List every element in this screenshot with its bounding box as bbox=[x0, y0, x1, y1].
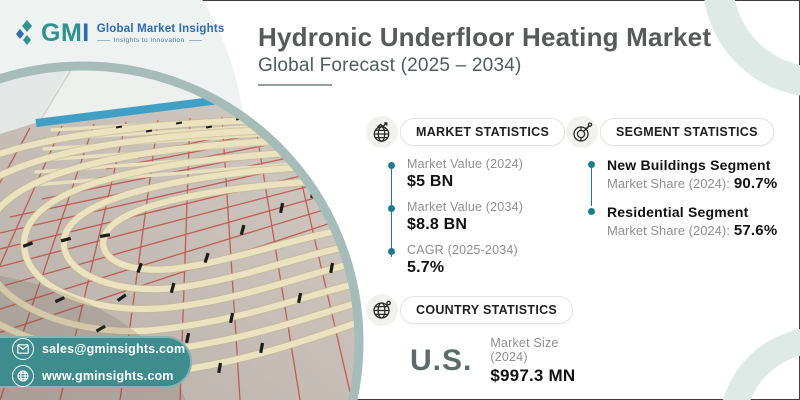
list-item: Market Value (2024) $5 BN bbox=[388, 157, 556, 191]
gmi-logo-letters: GMI bbox=[41, 18, 90, 47]
list-item: Market Value (2034) $8.8 BN bbox=[388, 200, 556, 234]
list-item: New Buildings Segment Market Share (2024… bbox=[588, 157, 798, 192]
country-statistics-icon bbox=[373, 300, 391, 319]
list-item: CAGR (2025-2034) 5.7% bbox=[388, 243, 556, 277]
segment-statistics-list: New Buildings Segment Market Share (2024… bbox=[588, 157, 798, 239]
heating-pipes-loops bbox=[0, 114, 357, 380]
logo-company-name: Global Market Insights bbox=[96, 22, 225, 35]
email-icon bbox=[17, 343, 29, 354]
gmi-logo-mark-icon bbox=[16, 20, 32, 45]
country-statistics-panel: COUNTRY STATISTICS U.S. Market Size (202… bbox=[366, 294, 586, 386]
deco-ring-bottom-right bbox=[722, 329, 800, 400]
deco-ring-top-right bbox=[704, 0, 800, 96]
contact-email[interactable]: sales@gminsights.com bbox=[12, 337, 190, 360]
market-statistics-panel: MARKET STATISTICS Market Value (2024) $5… bbox=[366, 116, 566, 286]
country-name: U.S. bbox=[410, 344, 473, 377]
market-statistics-icon bbox=[373, 122, 390, 142]
page-subtitle: Global Forecast (2025 – 2034) bbox=[258, 55, 522, 77]
segment-statistics-heading: SEGMENT STATISTICS bbox=[600, 118, 774, 146]
country-statistics-heading: COUNTRY STATISTICS bbox=[400, 296, 574, 324]
market-statistics-list: Market Value (2024) $5 BN Market Value (… bbox=[388, 157, 556, 277]
list-item: Residential Segment Market Share (2024):… bbox=[588, 204, 798, 239]
country-stat-label: Market Size (2024) bbox=[490, 336, 559, 364]
page-title: Hydronic Underfloor Heating Market bbox=[258, 22, 712, 52]
segment-statistics-panel: SEGMENT STATISTICS New Buildings Segment… bbox=[566, 116, 798, 251]
logo-tagline: Insights to Innovation bbox=[113, 36, 185, 44]
photo-circle-border bbox=[0, 61, 364, 400]
gmi-logo: GMI Global Market Insights Insights to I… bbox=[16, 18, 224, 48]
market-statistics-heading: MARKET STATISTICS bbox=[400, 118, 566, 146]
segment-statistics-icon bbox=[573, 122, 593, 142]
website-globe-icon bbox=[17, 369, 29, 382]
country-stat-value: $997.3 MN bbox=[490, 366, 576, 385]
subtitle-underline bbox=[258, 84, 332, 87]
contact-pill: sales@gminsights.com www.gminsights.com bbox=[0, 336, 192, 388]
contact-website[interactable]: www.gminsights.com bbox=[12, 364, 190, 387]
